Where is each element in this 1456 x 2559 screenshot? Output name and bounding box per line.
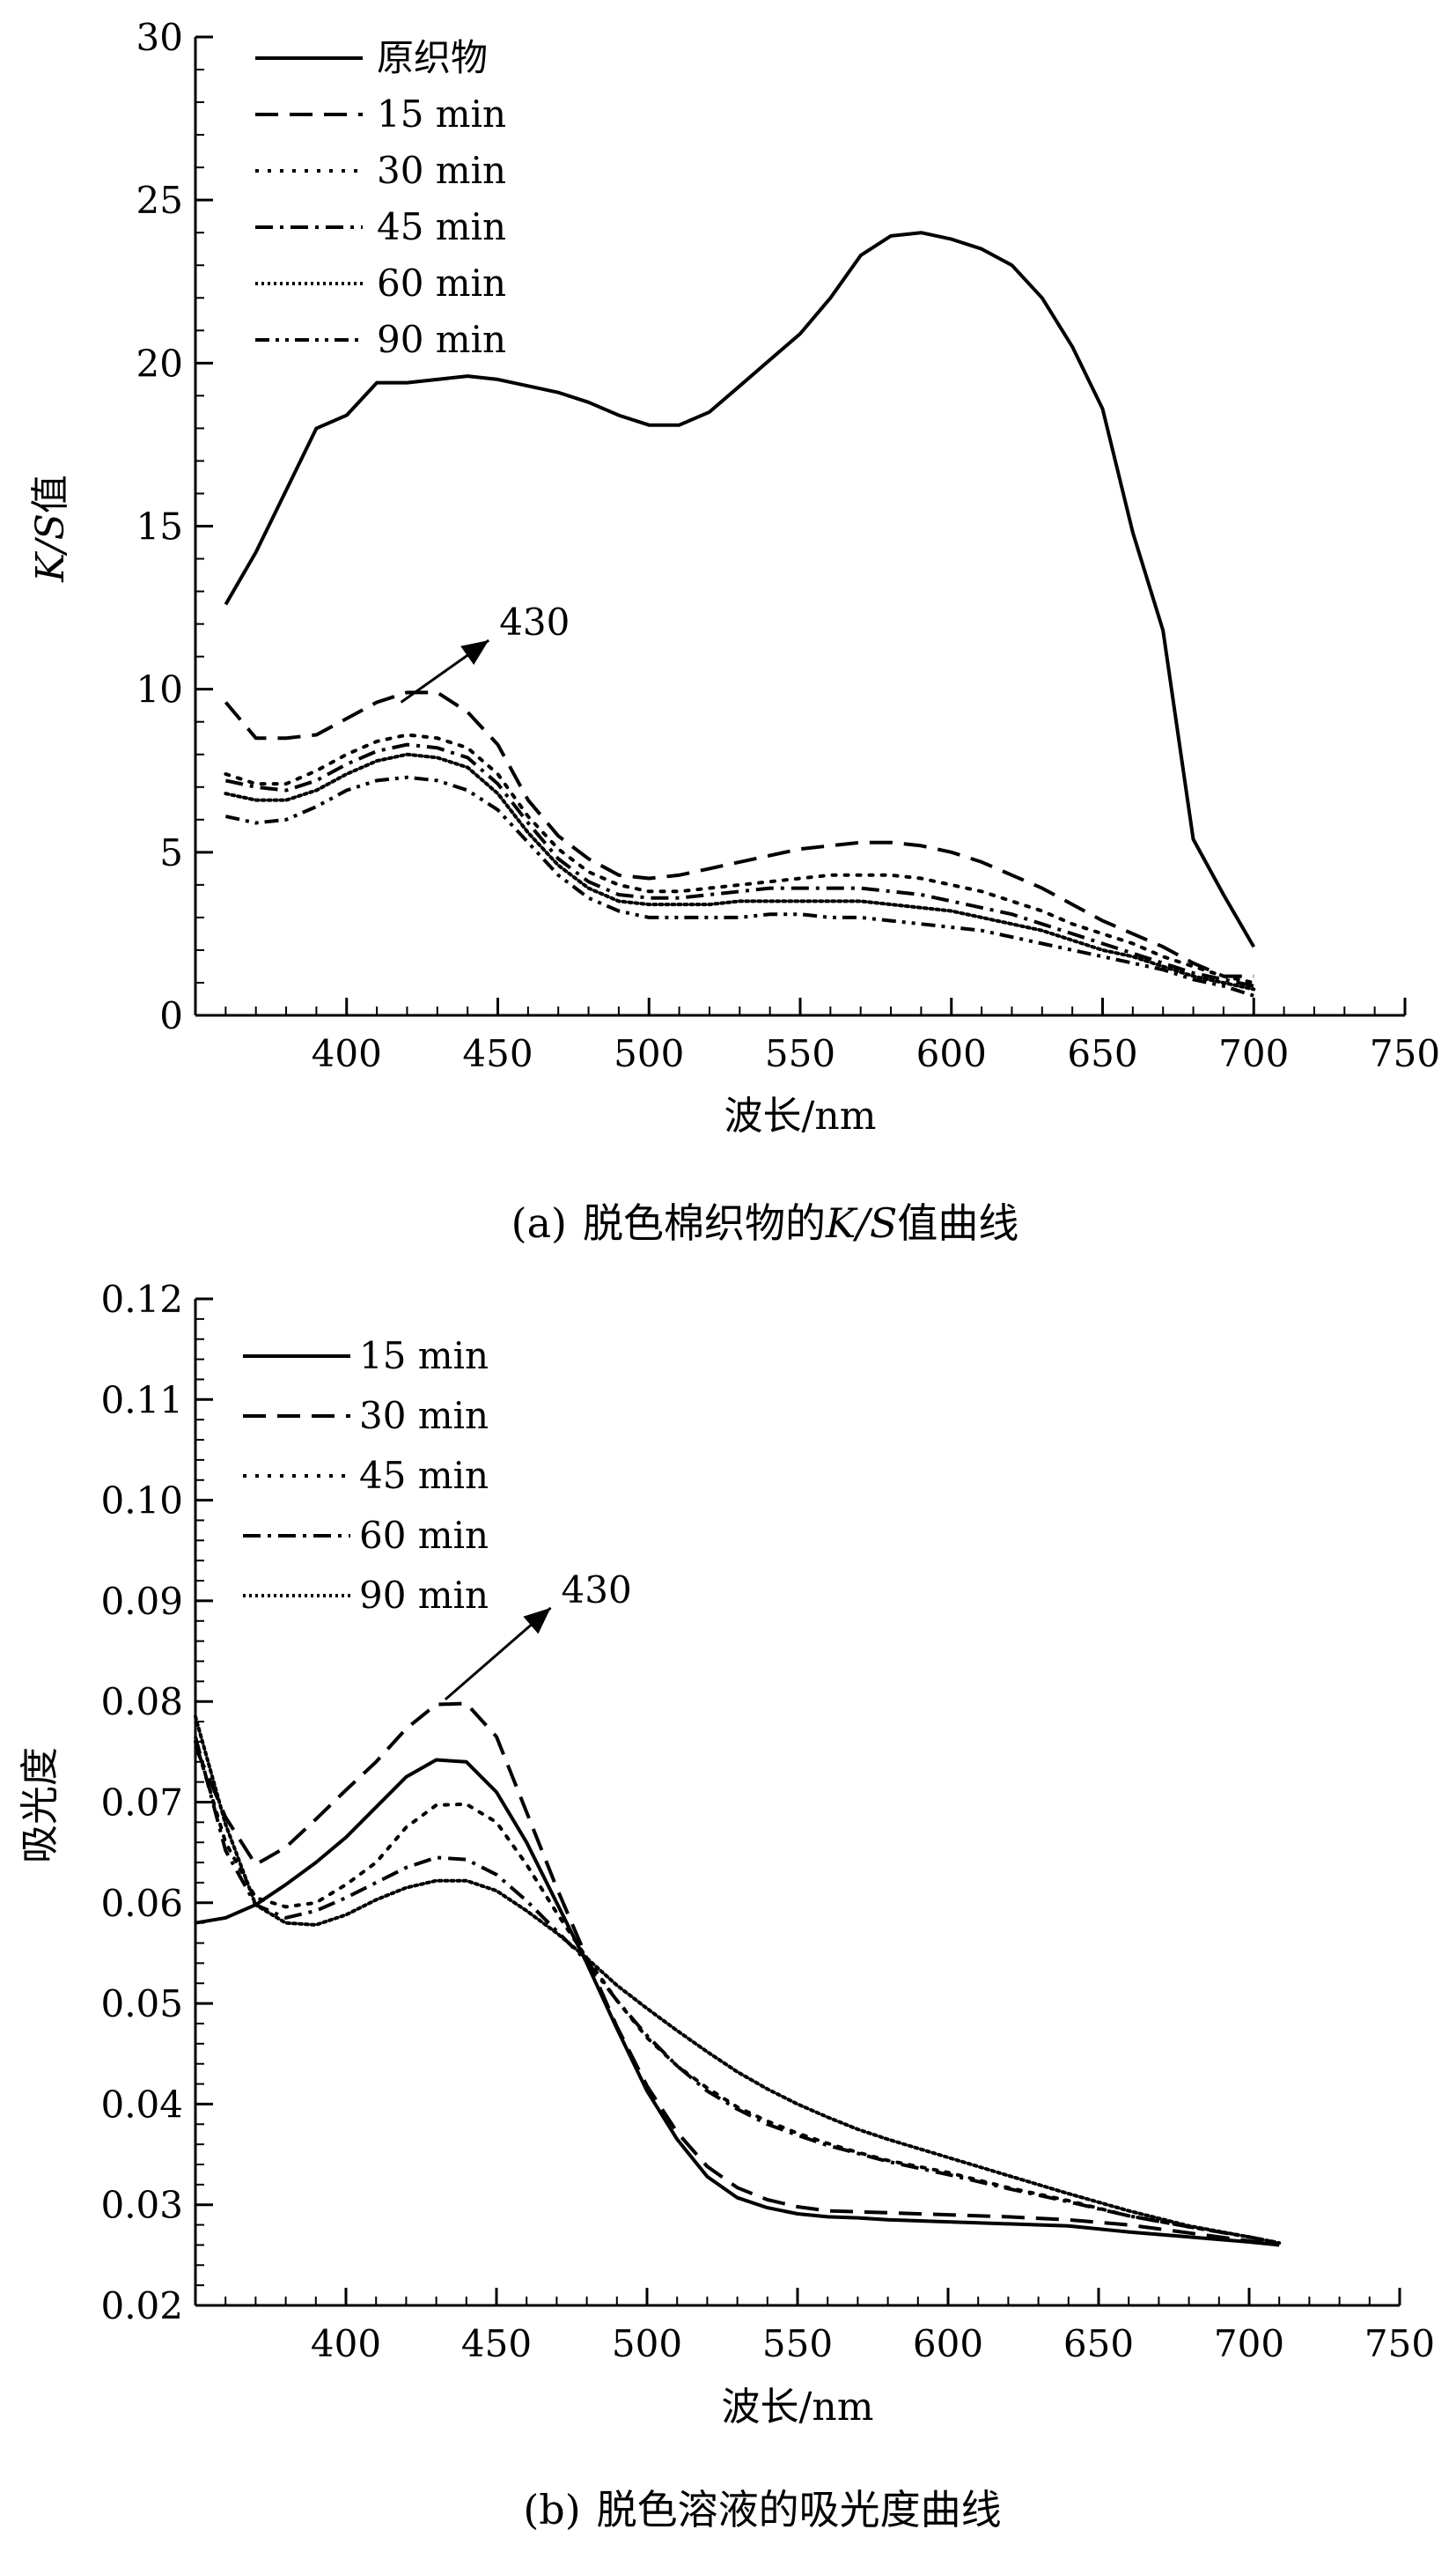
caption-italic: K/S <box>825 1199 897 1247</box>
y-tick-label: 10 <box>136 668 183 712</box>
series-line-4 <box>194 1736 1280 2246</box>
legend-label-4: 60 min <box>359 1514 489 1557</box>
y-tick-label: 15 <box>136 505 183 549</box>
y-axis-label-italic: K/S <box>28 513 73 583</box>
panel-a-kst-chart: 0 5 10 15 20 25 30 400 450 500 550 600 650 700 750 波长/n… <box>28 16 1440 1247</box>
x-tick-label: 600 <box>916 1032 987 1075</box>
y-tick-label: 0.11 <box>100 1378 183 1421</box>
y-tick-label: 25 <box>136 179 183 222</box>
legend-label-3: 45 min <box>359 1454 489 1497</box>
x-tick-label: 750 <box>1370 1032 1440 1075</box>
legend-label-5: 90 min <box>359 1574 489 1617</box>
y-tick-label: 0.10 <box>100 1479 183 1523</box>
x-tick-label: 500 <box>612 2322 682 2365</box>
x-tick-label: 450 <box>462 1032 533 1075</box>
y-tick-label: 30 <box>136 16 183 59</box>
y-tick-label: 0.12 <box>100 1278 183 1321</box>
caption-prefix: (b) <box>523 2486 580 2533</box>
x-tick-label: 500 <box>614 1032 684 1075</box>
y-axis-label: 吸光度 <box>18 1747 63 1863</box>
y-tick-label: 0.03 <box>100 2184 183 2227</box>
caption-suffix: 值曲线 <box>897 1199 1018 1247</box>
series-line-1 <box>195 1758 1280 2247</box>
y-tick-label: 0.08 <box>100 1680 183 1723</box>
y-tick-label: 0.05 <box>100 1982 183 2025</box>
legend-label-4: 45 min <box>377 205 506 248</box>
series-line-2 <box>194 1701 1280 2247</box>
caption-main: 脱色溶液的吸光度曲线 <box>597 2486 1002 2533</box>
legend-label-3: 30 min <box>377 149 506 192</box>
legend-label-1: 原织物 <box>377 36 488 79</box>
x-tick-label: 400 <box>312 1032 382 1075</box>
caption-main: 脱色棉织物的 <box>583 1199 826 1247</box>
legend-label-2: 30 min <box>359 1394 489 1437</box>
series-line-2 <box>224 690 1254 978</box>
y-tick-label: 0.06 <box>100 1882 183 1925</box>
caption-prefix: (a) <box>511 1199 567 1247</box>
series-line-1 <box>224 231 1256 948</box>
x-tick-label: 450 <box>461 2322 532 2365</box>
annotation-arrow-head <box>523 1607 551 1634</box>
x-tick-label: 400 <box>311 2322 381 2365</box>
x-axis-label: 波长/nm <box>722 2385 874 2430</box>
legend-label-1: 15 min <box>359 1334 489 1377</box>
x-tick-label: 700 <box>1218 1032 1289 1075</box>
y-tick-label: 0.09 <box>100 1580 183 1623</box>
x-tick-label: 750 <box>1364 2322 1435 2365</box>
panel-caption: (b) 脱色溶液的吸光度曲线 <box>523 2486 1001 2533</box>
x-tick-label: 700 <box>1214 2322 1284 2365</box>
series-line-3 <box>224 733 1256 985</box>
y-axis-label: K/S值 <box>28 475 73 583</box>
annotation-label: 430 <box>499 601 570 644</box>
y-axis-label-suffix: 值 <box>28 475 73 513</box>
panel-b-absorbance-chart: 0.02 0.03 0.04 0.05 0.06 0.07 0.08 0.09 0.10 0.11… <box>18 1278 1435 2533</box>
x-tick-label: 600 <box>913 2322 983 2365</box>
x-axis-label: 波长/nm <box>724 1094 877 1139</box>
x-tick-label: 550 <box>765 1032 835 1075</box>
x-tick-label: 650 <box>1063 2322 1134 2365</box>
series-line-4 <box>224 742 1254 988</box>
y-tick-label: 0.04 <box>100 2083 183 2126</box>
panel-caption: (a) 脱色棉织物的K/S值曲线 <box>511 1199 1019 1247</box>
annotation-arrow-head <box>460 640 489 666</box>
legend-label-6: 90 min <box>377 318 506 361</box>
series-line-5 <box>194 1715 1282 2246</box>
y-tick-label: 0 <box>159 994 183 1037</box>
y-tick-label: 0.02 <box>100 2284 183 2327</box>
series-line-5 <box>224 752 1256 992</box>
series-line-6 <box>224 775 1254 998</box>
annotation-label: 430 <box>562 1568 632 1611</box>
y-tick-label: 20 <box>136 342 183 385</box>
legend-label-2: 15 min <box>377 92 506 136</box>
x-tick-label: 650 <box>1067 1032 1137 1075</box>
x-tick-label: 550 <box>762 2322 833 2365</box>
y-tick-label: 5 <box>159 831 183 874</box>
legend-label-5: 60 min <box>377 262 506 305</box>
y-tick-label: 0.07 <box>100 1781 183 1825</box>
